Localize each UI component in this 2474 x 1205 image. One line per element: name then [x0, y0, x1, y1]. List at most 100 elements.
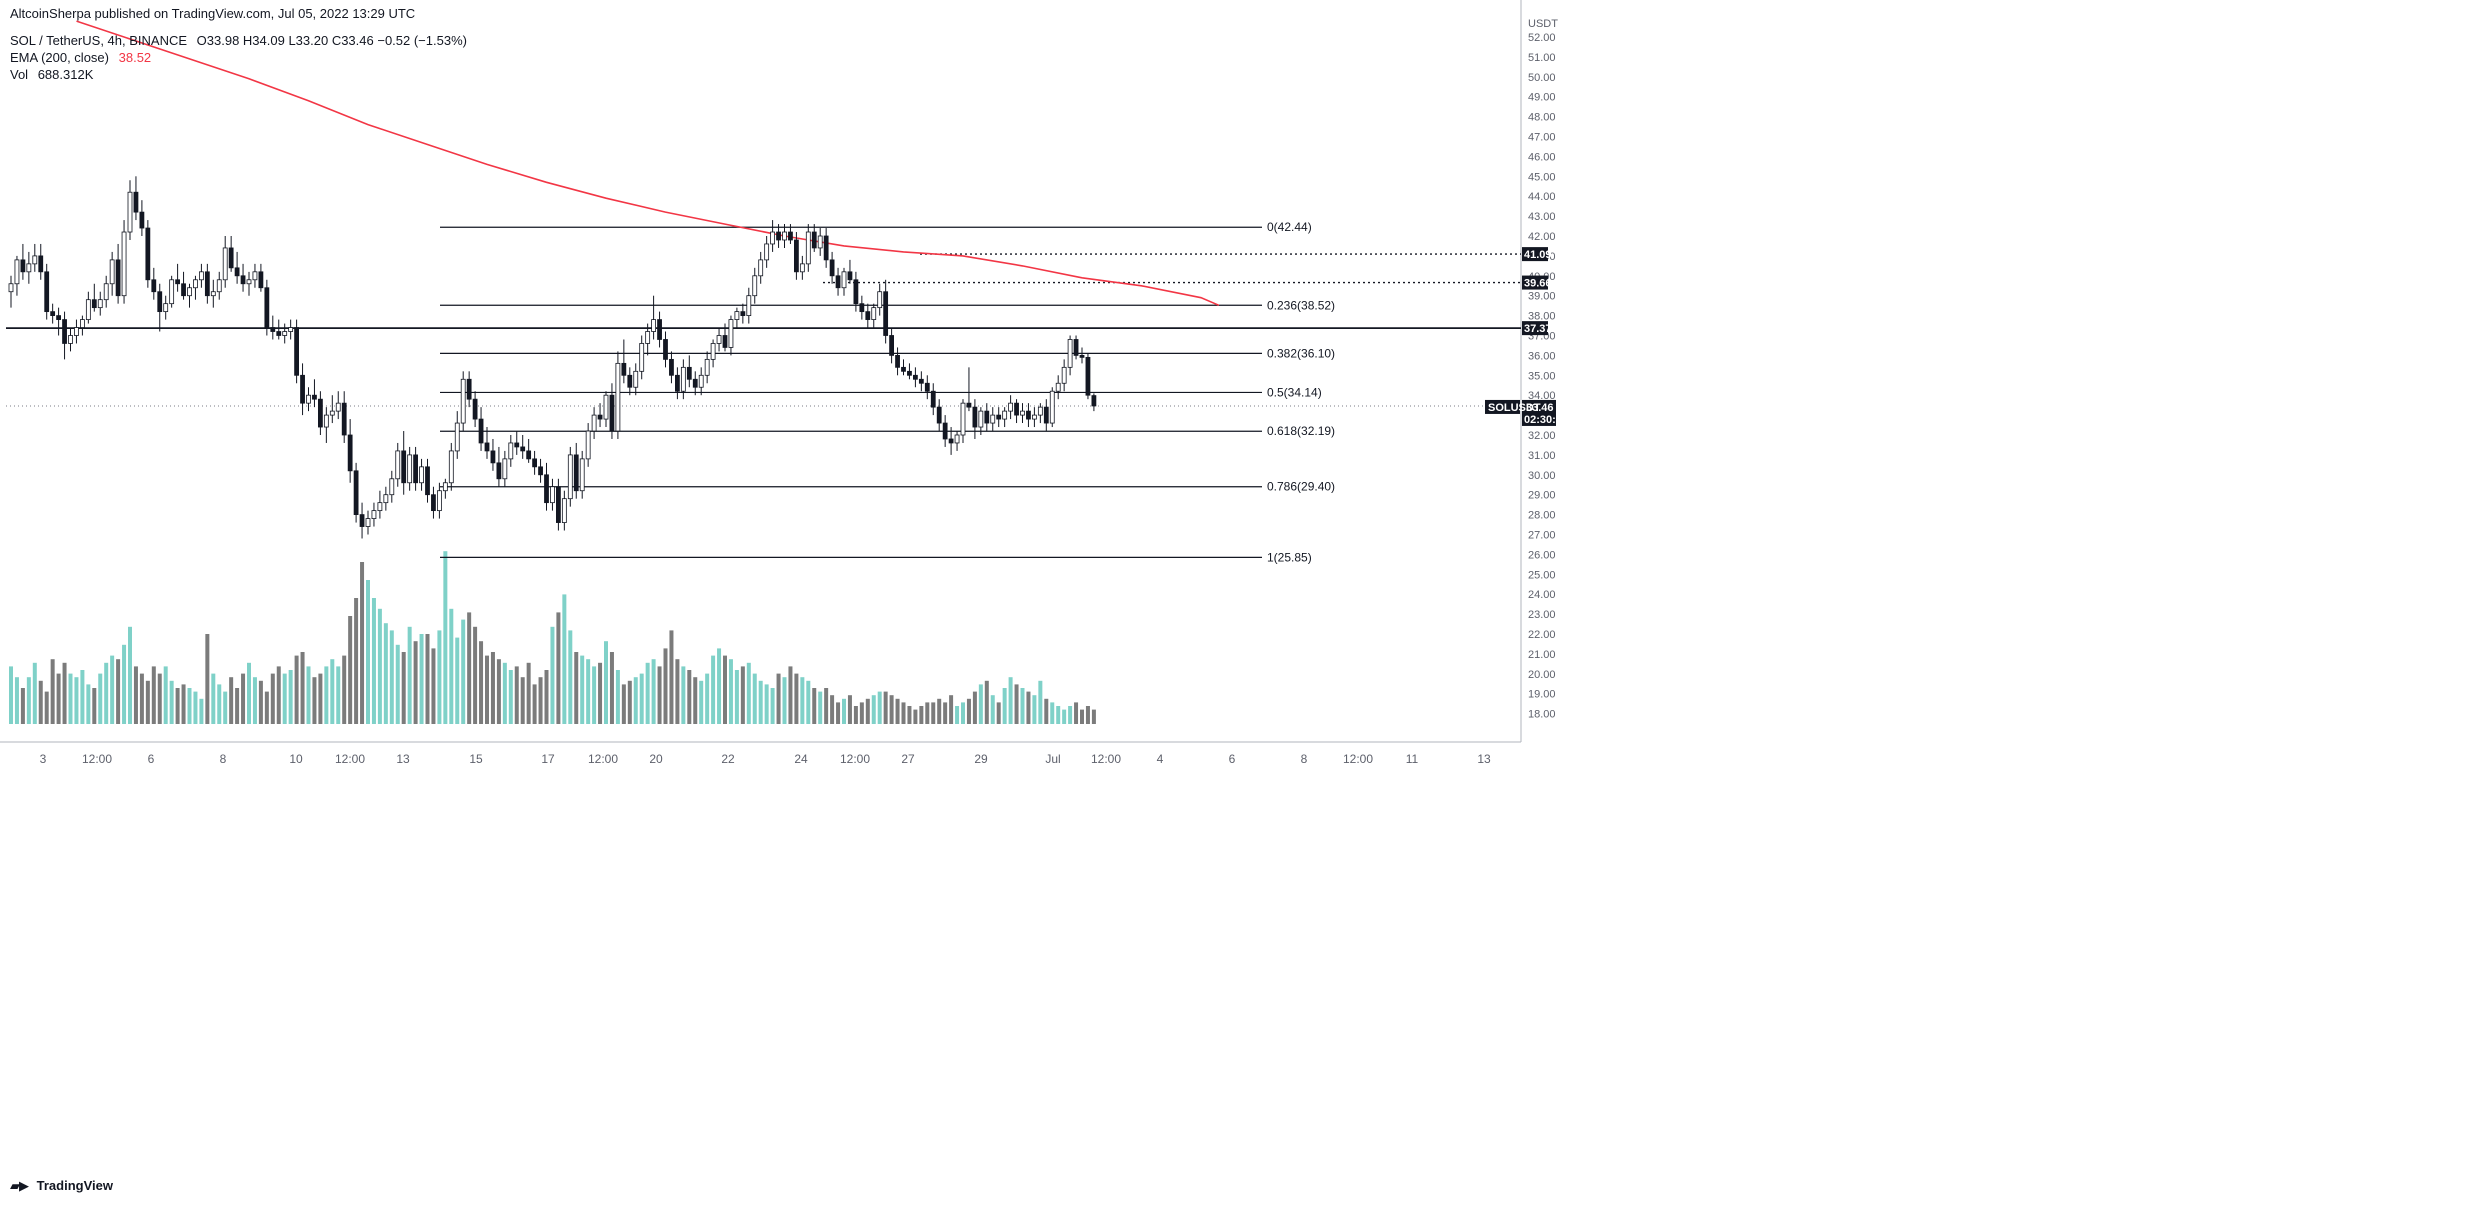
- candle-body: [8, 283, 14, 293]
- volume-bar: [223, 691, 228, 724]
- volume-bar: [258, 680, 263, 724]
- candle-body: [740, 311, 746, 316]
- candle-body: [228, 247, 234, 269]
- candle-body: [788, 231, 793, 241]
- volume-bar: [502, 662, 507, 724]
- volume-bar: [615, 670, 620, 724]
- volume-bar: [252, 677, 257, 724]
- volume-bar: [1008, 677, 1013, 724]
- time-tick-label: Jul: [1045, 752, 1060, 766]
- price-tag: 39.66: [1522, 275, 1552, 290]
- volume-bar: [544, 670, 549, 724]
- candle-body: [794, 239, 799, 273]
- volume-bar: [383, 623, 388, 724]
- candle-body: [544, 474, 549, 504]
- volume-bar: [110, 655, 115, 724]
- price-tick-label: 21.00: [1528, 649, 1556, 661]
- volume-bar: [966, 698, 971, 724]
- candle-body: [978, 410, 984, 428]
- candle-body: [484, 442, 490, 452]
- fibonacci-retracement[interactable]: 0(42.44) 0.236(38.52) 0.382(36.10) 0.5(34.1…: [440, 220, 1335, 564]
- volume-bar: [139, 673, 144, 724]
- candle-body: [240, 275, 246, 285]
- candle-body: [413, 454, 419, 484]
- volume-bar: [812, 688, 817, 724]
- candle-body: [924, 382, 930, 392]
- volume-bar: [955, 706, 960, 724]
- candle-body: [722, 335, 728, 348]
- candle-body: [639, 343, 645, 372]
- price-axis[interactable]: USDT 18.00 19.00 20.00 21.00 22.00 23.00 24.00 2…: [1528, 18, 1558, 721]
- volume-bar: [133, 666, 138, 724]
- volume-bar: [98, 673, 103, 724]
- horizontal-lines[interactable]: [6, 253, 1521, 407]
- candle-body: [532, 458, 537, 468]
- volume-bar: [1038, 680, 1043, 724]
- candle-body: [175, 279, 181, 285]
- vol-value: 688.312K: [37, 67, 94, 82]
- volume-bar: [354, 598, 359, 724]
- candle-body: [312, 394, 317, 400]
- volume-bar: [377, 608, 382, 724]
- last-price-value: 33.46: [1526, 402, 1554, 414]
- volume-legend[interactable]: Vol 688.312K: [10, 67, 99, 83]
- symbol-legend[interactable]: SOL / TetherUS, 4h, BINANCE O33.98 H34.0…: [10, 33, 473, 49]
- candle-body: [151, 279, 157, 293]
- candle-body: [20, 259, 26, 273]
- volume-bar: [931, 702, 936, 724]
- candle-body: [728, 319, 734, 348]
- candle-body: [347, 434, 353, 472]
- symbol-tag-text: SOLUSDT: [1488, 402, 1541, 414]
- candle-body: [550, 486, 555, 504]
- volume-bar: [431, 648, 436, 724]
- ema-label: EMA (200, close): [10, 50, 109, 65]
- tradingview-brand[interactable]: ▰▶ TradingView: [10, 1178, 113, 1194]
- volume-bar: [151, 666, 156, 724]
- time-tick-label: 12:00: [1091, 752, 1121, 766]
- price-tag: 37.37: [1522, 321, 1552, 336]
- candle-body: [704, 358, 710, 376]
- candle-body: [26, 263, 32, 273]
- candle-body: [401, 450, 407, 484]
- candle-body: [133, 191, 139, 213]
- volume-bar: [842, 698, 846, 724]
- volume-bar: [556, 612, 561, 724]
- brand-text: TradingView: [36, 1178, 113, 1193]
- candle-body: [984, 410, 990, 424]
- price-tick-label: 46.00: [1528, 151, 1556, 163]
- volume-bar: [1074, 702, 1079, 724]
- candle-body: [960, 402, 966, 436]
- candle-body: [561, 498, 567, 523]
- candle-body: [145, 227, 151, 281]
- candle-body: [823, 235, 829, 261]
- volume-bar: [990, 695, 995, 724]
- candle-body: [663, 339, 668, 360]
- candle-body: [567, 454, 573, 500]
- candle-body: [193, 279, 198, 289]
- volume-bar: [663, 648, 668, 724]
- volume-bar: [270, 673, 275, 724]
- volume-bar: [425, 634, 430, 724]
- candle-body: [1079, 354, 1085, 358]
- candle-body: [1037, 406, 1043, 416]
- time-axis[interactable]: 3 12:00 6 8 10 12:00 13 15 17 12:00 20 22 24 12:00 27 2…: [40, 752, 1491, 766]
- volume-bar: [961, 702, 965, 724]
- volume-bar: [1002, 688, 1007, 724]
- candle-body: [680, 366, 686, 392]
- price-tick-label: 42.00: [1528, 231, 1556, 243]
- candle-body: [115, 259, 121, 297]
- candle-body: [942, 422, 948, 440]
- candle-body: [329, 410, 335, 416]
- volume-bar: [1014, 684, 1019, 724]
- candle-body: [520, 446, 526, 452]
- time-tick-label: 12:00: [82, 752, 112, 766]
- candle-body: [556, 486, 561, 523]
- candle-body: [85, 299, 91, 320]
- candle-body: [913, 374, 918, 380]
- price-tag-bg: [1522, 275, 1548, 290]
- volume-bar: [485, 655, 489, 724]
- ema-legend[interactable]: EMA (200, close) 38.52: [10, 50, 157, 66]
- candle-body: [734, 311, 740, 320]
- candle-body: [710, 343, 716, 360]
